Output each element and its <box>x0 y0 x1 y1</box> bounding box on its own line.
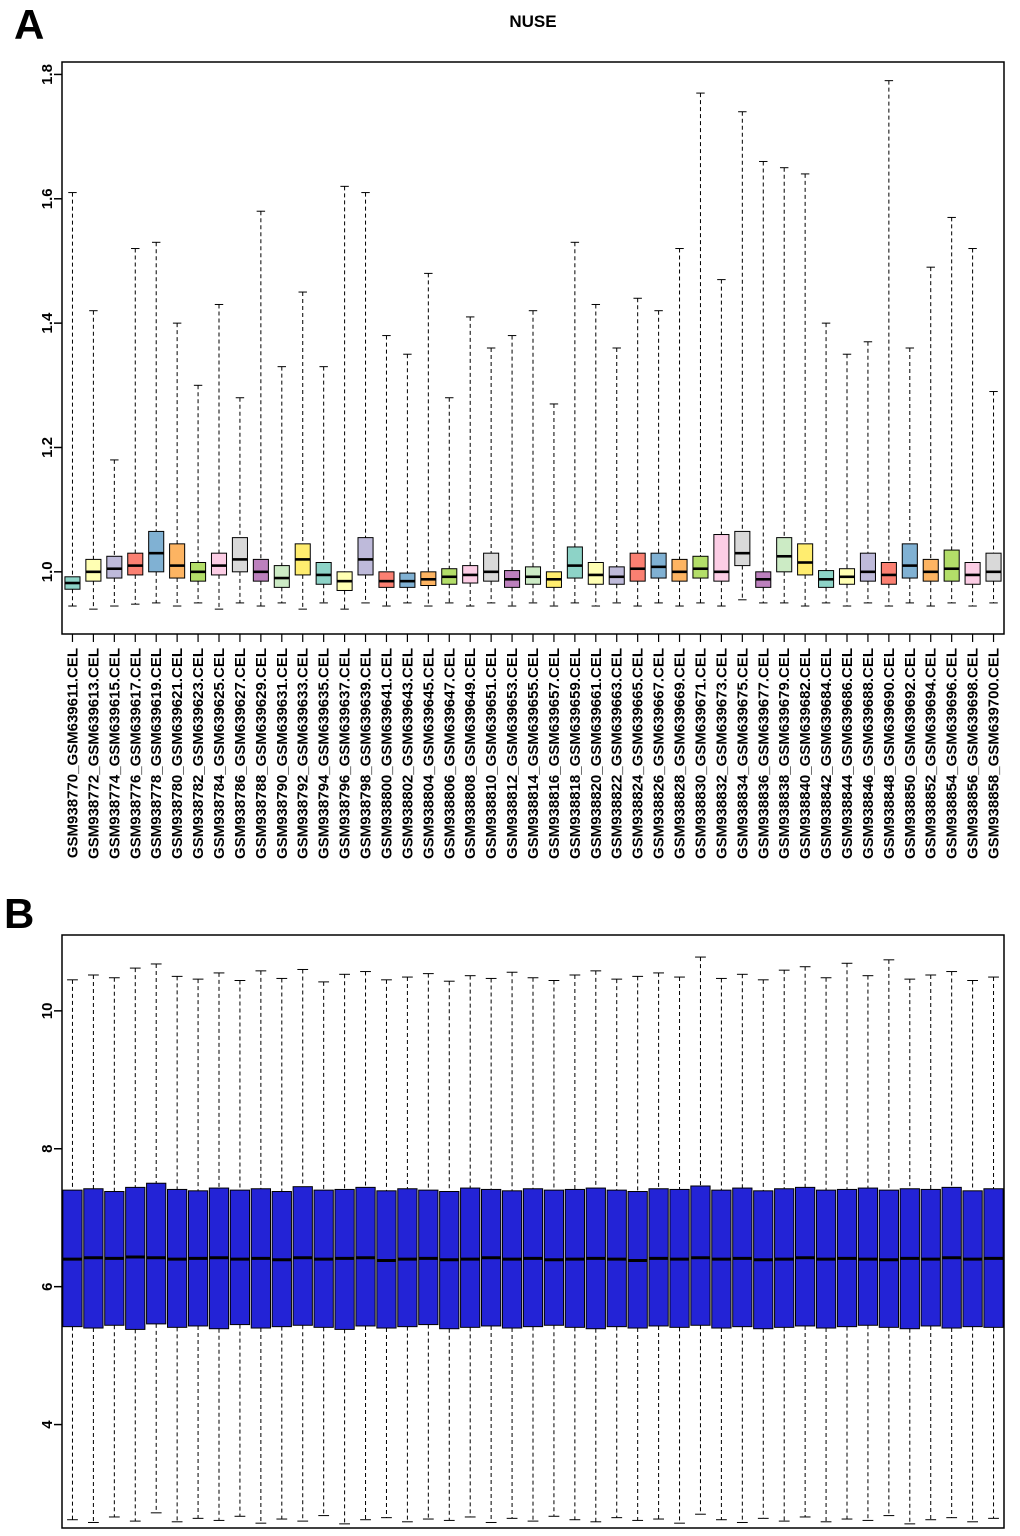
panel-b-label: B <box>4 890 35 937</box>
svg-text:GSM938800_GSM639641.CEL: GSM938800_GSM639641.CEL <box>378 648 395 859</box>
svg-text:GSM938798_GSM639639.CEL: GSM938798_GSM639639.CEL <box>358 648 375 859</box>
svg-text:GSM938826_GSM639667.CEL: GSM938826_GSM639667.CEL <box>651 648 668 859</box>
svg-text:GSM938856_GSM639698.CEL: GSM938856_GSM639698.CEL <box>965 648 982 859</box>
svg-text:GSM938834_GSM639675.CEL: GSM938834_GSM639675.CEL <box>734 648 751 859</box>
svg-text:GSM938816_GSM639657.CEL: GSM938816_GSM639657.CEL <box>546 648 563 859</box>
svg-text:GSM938828_GSM639669.CEL: GSM938828_GSM639669.CEL <box>672 648 689 859</box>
panel-a-label: A <box>14 1 45 48</box>
svg-text:GSM938776_GSM639617.CEL: GSM938776_GSM639617.CEL <box>127 648 144 859</box>
svg-text:GSM938814_GSM639655.CEL: GSM938814_GSM639655.CEL <box>525 648 542 859</box>
svg-text:10: 10 <box>39 1003 56 1020</box>
svg-text:1.0: 1.0 <box>39 561 56 582</box>
svg-text:GSM938796_GSM639637.CEL: GSM938796_GSM639637.CEL <box>337 648 354 859</box>
svg-text:GSM938794_GSM639635.CEL: GSM938794_GSM639635.CEL <box>316 648 333 859</box>
svg-text:GSM938810_GSM639651.CEL: GSM938810_GSM639651.CEL <box>483 648 500 859</box>
svg-text:GSM938786_GSM639627.CEL: GSM938786_GSM639627.CEL <box>232 648 249 859</box>
svg-text:GSM938790_GSM639631.CEL: GSM938790_GSM639631.CEL <box>274 648 291 859</box>
svg-text:GSM938802_GSM639643.CEL: GSM938802_GSM639643.CEL <box>399 648 416 859</box>
svg-text:GSM938808_GSM639649.CEL: GSM938808_GSM639649.CEL <box>462 648 479 859</box>
svg-text:1.8: 1.8 <box>39 64 56 85</box>
svg-text:GSM938838_GSM639679.CEL: GSM938838_GSM639679.CEL <box>776 648 793 859</box>
svg-text:GSM938854_GSM639696.CEL: GSM938854_GSM639696.CEL <box>944 648 961 859</box>
svg-text:GSM938772_GSM639613.CEL: GSM938772_GSM639613.CEL <box>85 648 102 859</box>
svg-text:GSM938818_GSM639659.CEL: GSM938818_GSM639659.CEL <box>567 648 584 859</box>
svg-text:GSM938792_GSM639633.CEL: GSM938792_GSM639633.CEL <box>295 648 312 859</box>
svg-text:GSM938782_GSM639623.CEL: GSM938782_GSM639623.CEL <box>190 648 207 859</box>
svg-text:GSM938840_GSM639682.CEL: GSM938840_GSM639682.CEL <box>797 648 814 859</box>
svg-text:GSM938836_GSM639677.CEL: GSM938836_GSM639677.CEL <box>755 648 772 859</box>
svg-text:GSM938852_GSM639694.CEL: GSM938852_GSM639694.CEL <box>923 648 940 859</box>
svg-text:GSM938858_GSM639700.CEL: GSM938858_GSM639700.CEL <box>986 648 1003 859</box>
svg-text:GSM938806_GSM639647.CEL: GSM938806_GSM639647.CEL <box>441 648 458 859</box>
svg-text:GSM938822_GSM639663.CEL: GSM938822_GSM639663.CEL <box>609 648 626 859</box>
svg-text:GSM938778_GSM639619.CEL: GSM938778_GSM639619.CEL <box>148 648 165 859</box>
intensity-boxplot-panel-b: 4 6 8 10 <box>39 934 1005 1529</box>
svg-text:1.6: 1.6 <box>39 188 56 209</box>
svg-text:GSM938804_GSM639645.CEL: GSM938804_GSM639645.CEL <box>420 648 437 859</box>
svg-text:6: 6 <box>39 1282 56 1290</box>
svg-text:1.4: 1.4 <box>39 312 56 334</box>
svg-text:GSM938850_GSM639692.CEL: GSM938850_GSM639692.CEL <box>902 648 919 859</box>
svg-text:GSM938788_GSM639629.CEL: GSM938788_GSM639629.CEL <box>253 648 270 859</box>
svg-text:1.2: 1.2 <box>39 437 56 458</box>
svg-text:GSM938774_GSM639615.CEL: GSM938774_GSM639615.CEL <box>106 648 123 859</box>
svg-text:GSM938780_GSM639621.CEL: GSM938780_GSM639621.CEL <box>169 648 186 859</box>
svg-text:GSM938832_GSM639673.CEL: GSM938832_GSM639673.CEL <box>713 648 730 859</box>
nuse-chart-title: NUSE <box>509 12 557 31</box>
svg-text:GSM938846_GSM639688.CEL: GSM938846_GSM639688.CEL <box>860 648 877 859</box>
svg-text:8: 8 <box>39 1145 56 1153</box>
svg-text:GSM938824_GSM639665.CEL: GSM938824_GSM639665.CEL <box>630 648 647 859</box>
svg-text:GSM938784_GSM639625.CEL: GSM938784_GSM639625.CEL <box>211 648 228 859</box>
svg-text:GSM938830_GSM639671.CEL: GSM938830_GSM639671.CEL <box>692 648 709 859</box>
svg-text:4: 4 <box>39 1420 56 1429</box>
svg-text:GSM938770_GSM639611.CEL: GSM938770_GSM639611.CEL <box>64 648 81 858</box>
svg-text:GSM938842_GSM639684.CEL: GSM938842_GSM639684.CEL <box>818 648 835 859</box>
svg-text:GSM938820_GSM639661.CEL: GSM938820_GSM639661.CEL <box>588 648 605 859</box>
svg-text:GSM938844_GSM639686.CEL: GSM938844_GSM639686.CEL <box>839 648 856 859</box>
svg-text:GSM938848_GSM639690.CEL: GSM938848_GSM639690.CEL <box>881 648 898 859</box>
svg-text:GSM938812_GSM639653.CEL: GSM938812_GSM639653.CEL <box>504 648 521 859</box>
